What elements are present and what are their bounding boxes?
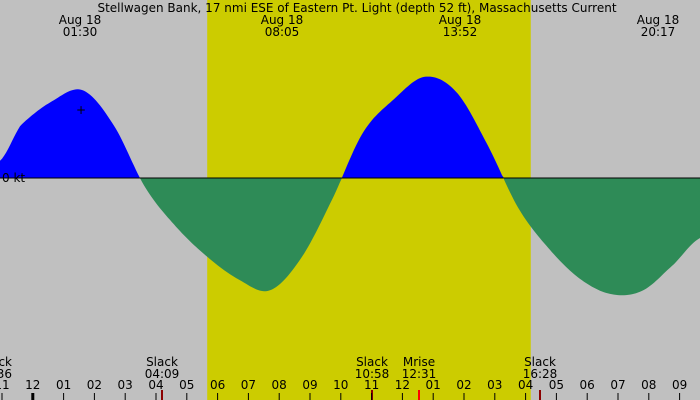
ebb-area-3 <box>504 178 700 296</box>
ebb-area-1 <box>140 178 342 292</box>
bottom-event-label: Slack <box>524 355 556 369</box>
hour-tick-label: 11 <box>0 378 10 392</box>
hour-tick-label: 09 <box>302 378 317 392</box>
hour-tick-label: 04 <box>148 378 163 392</box>
hour-tick-label: 06 <box>580 378 595 392</box>
flood-area-0 <box>0 89 140 178</box>
top-event-date: Aug 18 <box>59 13 102 27</box>
hour-tick-label: 10 <box>333 378 348 392</box>
bottom-events: ack36Slack04:09Slack10:58Mrise12:31Slack… <box>0 355 557 400</box>
hour-tick-label: 02 <box>456 378 471 392</box>
current-series <box>0 76 700 296</box>
top-event-date: Aug 18 <box>637 13 680 27</box>
hour-tick-label: 06 <box>210 378 225 392</box>
hour-tick-label: 07 <box>610 378 625 392</box>
top-event-time: 20:17 <box>641 25 676 39</box>
top-event-time: 01:30 <box>63 25 98 39</box>
hour-tick-label: 05 <box>179 378 194 392</box>
hour-tick-label: 08 <box>641 378 656 392</box>
bottom-event-time: 36 <box>0 367 12 381</box>
hour-tick-label: 08 <box>272 378 287 392</box>
hour-tick-label: 12 <box>25 378 40 392</box>
bottom-event-label: Mrise <box>403 355 435 369</box>
peak-marker: + <box>76 103 86 117</box>
bottom-event-label: Slack <box>146 355 178 369</box>
flood-area-2 <box>342 76 504 178</box>
zero-label: 0 kt <box>2 171 25 185</box>
bottom-event-label: Slack <box>356 355 388 369</box>
bottom-event-time: 04:09 <box>145 367 180 381</box>
hour-tick-label: 04 <box>518 378 533 392</box>
hour-tick-label: 05 <box>549 378 564 392</box>
top-event-date: Aug 18 <box>439 13 482 27</box>
hour-tick-label: 03 <box>118 378 133 392</box>
top-event-time: 08:05 <box>265 25 300 39</box>
hour-tick-label: 01 <box>56 378 71 392</box>
hour-tick-label: 02 <box>87 378 102 392</box>
hour-tick-label: 12 <box>395 378 410 392</box>
bottom-event-time: 16:28 <box>523 367 558 381</box>
hour-tick-label: 11 <box>364 378 379 392</box>
hour-tick-label: 03 <box>487 378 502 392</box>
top-event-date: Aug 18 <box>261 13 304 27</box>
top-event-time: 13:52 <box>443 25 478 39</box>
hour-axis: 11 12 01 02 03 04 05 06 07 08 09 10 11 12 01 02 03 04 05 06… <box>0 378 687 400</box>
hour-tick-label: 09 <box>672 378 687 392</box>
bottom-event-time: 12:31 <box>402 367 437 381</box>
hour-tick-label: 07 <box>241 378 256 392</box>
hour-tick-label: 01 <box>426 378 441 392</box>
bottom-event-time: 10:58 <box>355 367 390 381</box>
chart-title: Stellwagen Bank, 17 nmi ESE of Eastern P… <box>97 1 616 15</box>
bottom-event-label: ack <box>0 355 12 369</box>
